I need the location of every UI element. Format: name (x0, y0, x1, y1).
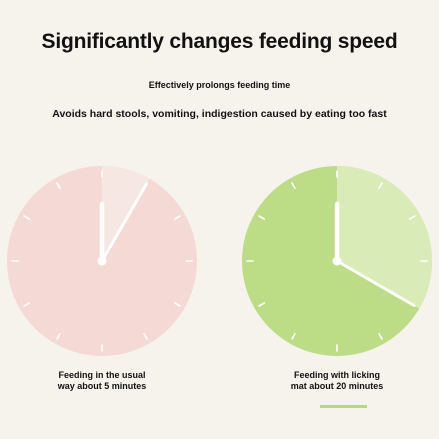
hour-tick (258, 215, 266, 220)
clock-licking-mat-feeding (242, 166, 432, 356)
hour-tick (378, 332, 383, 340)
hour-tick (56, 332, 61, 340)
caption-usual-feeding: Feeding in the usual way about 5 minutes (57, 370, 147, 391)
hour-tick (408, 215, 416, 220)
clock-center (97, 256, 107, 266)
elapsed-time-sector (102, 166, 150, 261)
page-title: Significantly changes feeding speed (41, 30, 398, 53)
hour-tick (258, 302, 266, 307)
clock-center (332, 256, 342, 266)
hour-tick (173, 215, 181, 220)
hour-tick (291, 332, 296, 340)
subtitle: Effectively prolongs feeding time (148, 80, 291, 90)
hour-tick (173, 302, 181, 307)
caption-licking-mat-feeding: Feeding with licking mat about 20 minute… (290, 370, 384, 391)
elapsed-time-sector (337, 166, 432, 309)
minute-hand (100, 183, 148, 263)
hour-tick (378, 182, 383, 190)
clock-usual-feeding (7, 166, 197, 356)
hour-tick (143, 332, 148, 340)
hour-tick (291, 182, 296, 190)
hour-tick (23, 215, 31, 220)
hour-tick (23, 302, 31, 307)
benefit-text: Avoids hard stools, vomiting, indigestio… (52, 108, 387, 120)
highlight-underline (320, 405, 367, 408)
minute-hand (335, 259, 415, 307)
hour-tick (56, 182, 61, 190)
